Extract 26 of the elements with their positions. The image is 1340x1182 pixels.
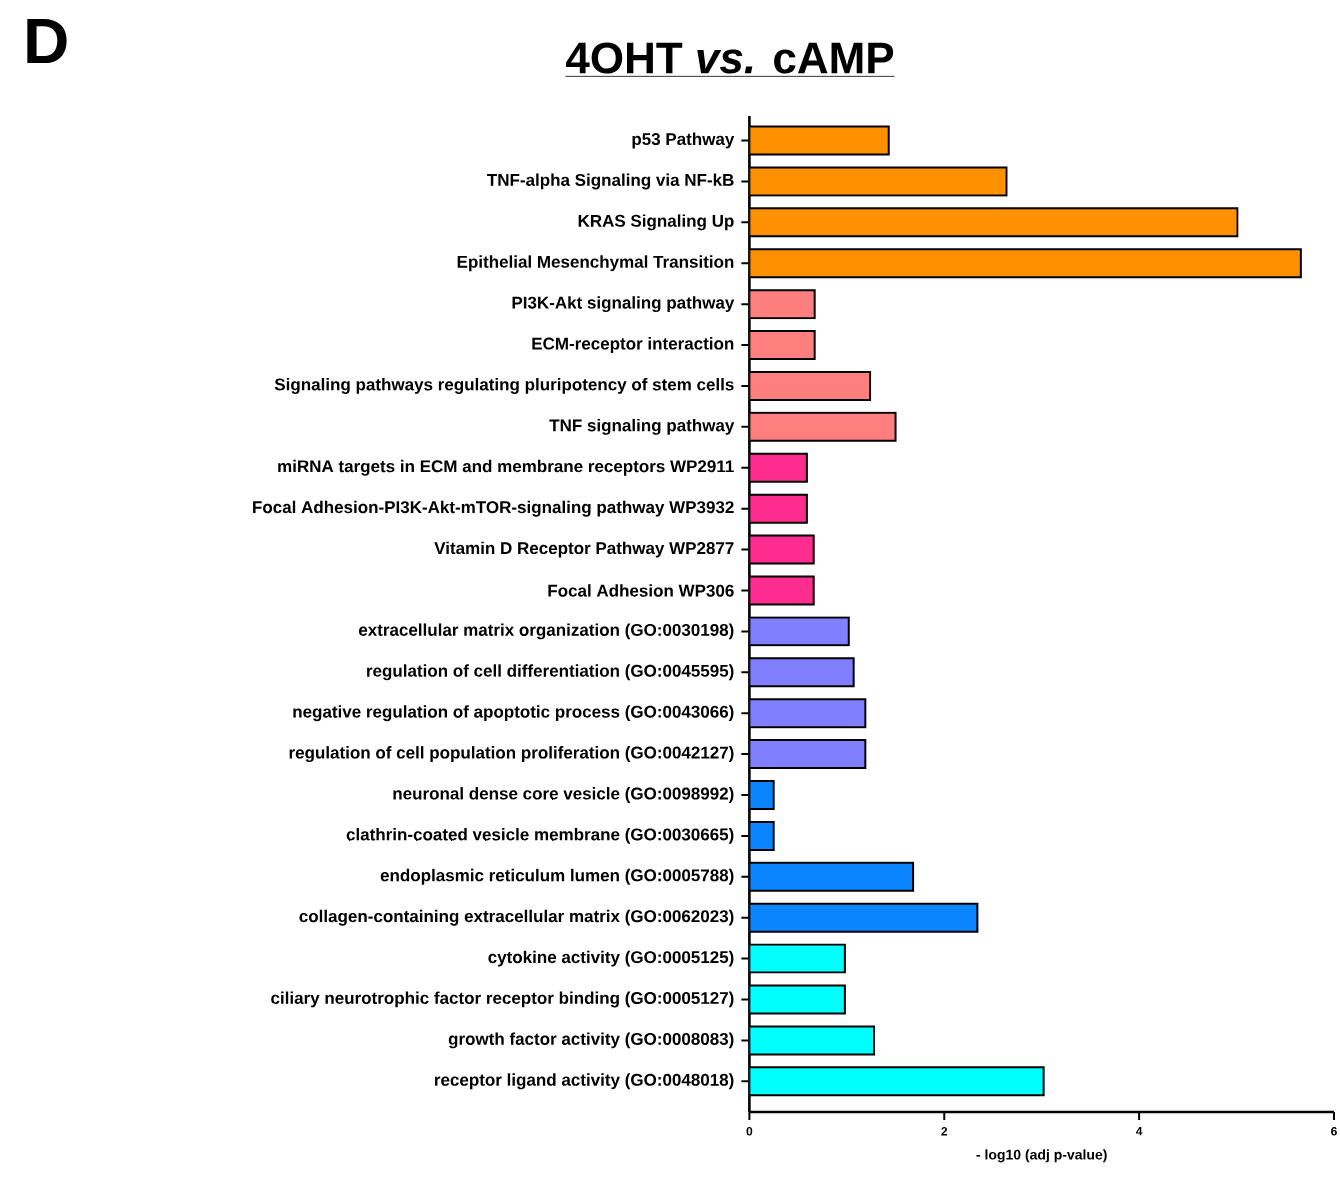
- y-tick-label: regulation of cell differentiation (GO:0045595): [367, 664, 734, 681]
- y-tick-label: Focal Adhesion WP306: [548, 584, 734, 597]
- y-tick-label: negative regulation of apoptotic process (GO:0043066): [293, 705, 734, 722]
- y-tick-label: TNF-alpha Signaling via NF-kB: [487, 173, 734, 190]
- y-tick-label: p53 Pathway: [632, 132, 735, 149]
- chart-title: 4OHT vs. cAMP: [566, 42, 894, 74]
- y-tick-label: neuronal dense core vesicle (GO:0098992): [393, 787, 734, 803]
- y-tick-label: miRNA targets in ECM and membrane receptors WP2911: [278, 459, 734, 476]
- y-tick-label: PI3K-Akt signaling pathway: [512, 296, 735, 313]
- y-tick-label: regulation of cell population proliferation (GO:0042127): [289, 746, 734, 763]
- y-tick-label: Epithelial Mesenchymal Transition: [457, 255, 734, 272]
- y-tick-label: growth factor activity (GO:0008083): [448, 1032, 734, 1049]
- y-tick-label: ECM-receptor interaction: [532, 337, 734, 353]
- y-tick-label: clathrin-coated vesicle membrane (GO:0030665): [346, 827, 734, 844]
- y-tick-label: endoplasmic reticulum lumen (GO:0005788): [380, 868, 734, 885]
- y-tick-label: Signaling pathways regulating pluripotency of stem cells: [274, 377, 734, 394]
- y-tick-label: KRAS Signaling Up: [578, 214, 734, 231]
- text: D: [27, 19, 67, 64]
- y-tick-label: Focal Adhesion-PI3K-Akt-mTOR-signaling pathway WP3932: [253, 500, 734, 517]
- y-tick-label: cytokine activity (GO:0005125): [488, 950, 734, 967]
- y-tick-label: Vitamin D Receptor Pathway WP2877: [434, 541, 734, 558]
- y-tick-label: collagen-containing extracellular matrix (GO:0062023): [299, 909, 734, 926]
- y-tick-label: ciliary neurotrophic factor receptor binding (GO:0005127): [271, 991, 734, 1008]
- y-tick-label: receptor ligand activity (GO:0048018): [435, 1073, 734, 1090]
- y-tick-label: TNF signaling pathway: [549, 418, 735, 435]
- y-tick-label: extracellular matrix organization (GO:0030198): [358, 623, 734, 640]
